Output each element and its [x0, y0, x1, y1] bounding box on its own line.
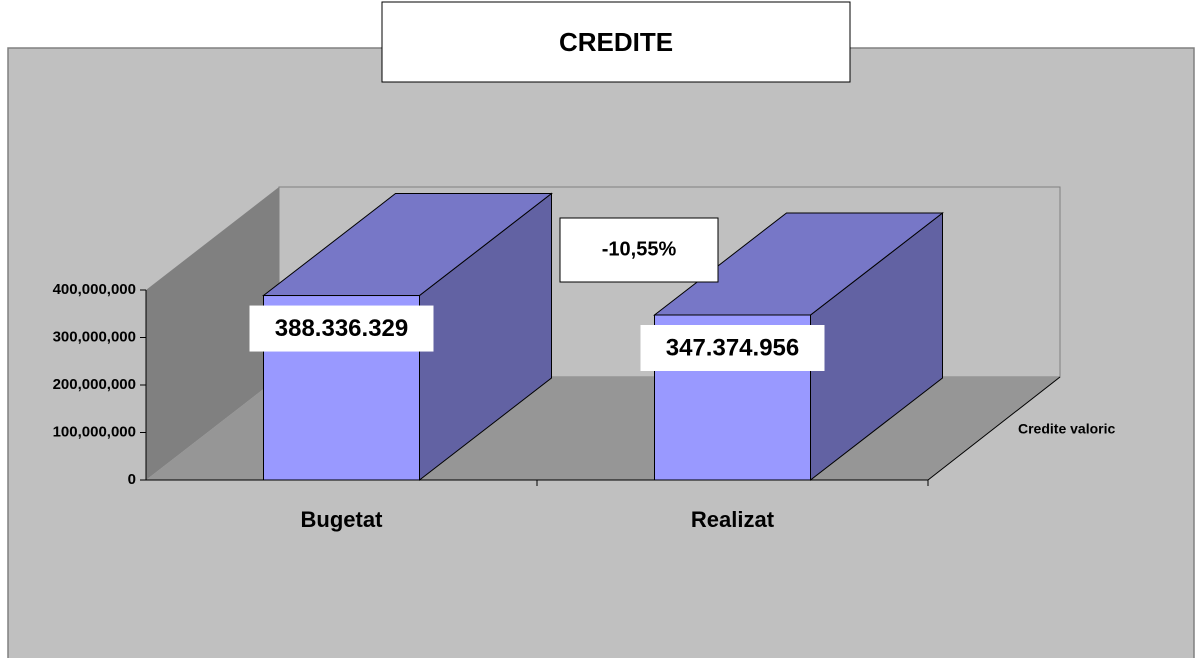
y-tick-label: 300,000,000 [53, 328, 136, 345]
annotation: -10,55% [602, 238, 677, 260]
data-label: 388.336.329 [275, 315, 408, 342]
y-tick-label: 400,000,000 [53, 281, 136, 298]
y-tick-label: 200,000,000 [53, 376, 136, 393]
data-label-box [640, 324, 825, 371]
side-wall [146, 187, 279, 480]
data-label: 347.374.956 [666, 334, 799, 361]
chart-title: CREDITE [559, 27, 673, 57]
y-tick-label: 100,000,000 [53, 423, 136, 440]
annotation-box [559, 217, 719, 283]
depth-axis [927, 376, 1061, 481]
series-label: Credite valoric [1018, 421, 1115, 437]
title-box [381, 1, 851, 83]
x-tick-label: Realizat [691, 507, 775, 532]
data-label-box [249, 305, 434, 352]
x-tick-label: Bugetat [301, 507, 384, 532]
y-tick-label: 0 [128, 471, 136, 488]
